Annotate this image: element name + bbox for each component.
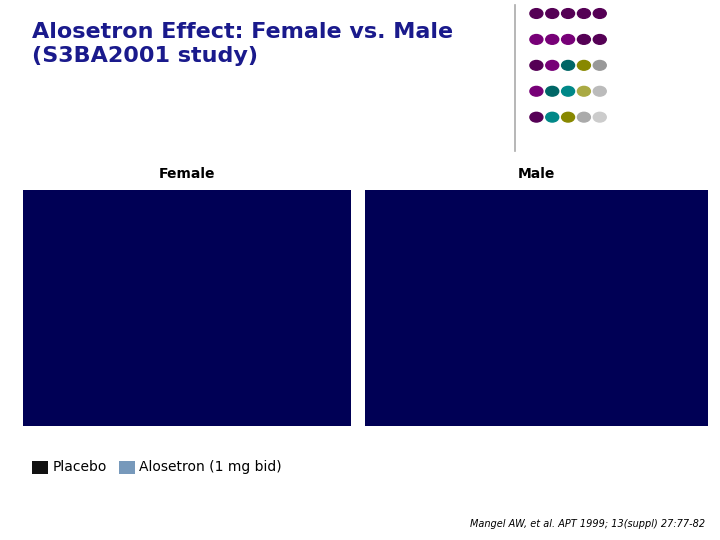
Bar	[88, 255, 120, 421]
Text: P=0.073: P=0.073	[181, 246, 225, 254]
Bar	[255, 342, 286, 421]
Text: Alosetron Effect: Female vs. Male
(S3BA2001 study): Alosetron Effect: Female vs. Male (S3BA2…	[32, 22, 454, 66]
Bar	[536, 349, 570, 421]
Text: P=0.002: P=0.002	[281, 223, 323, 232]
Text: Alosetron (1 mg bid): Alosetron (1 mg bid)	[139, 460, 282, 474]
Bar	[640, 349, 673, 421]
Text: P=0.009: P=0.009	[83, 243, 125, 252]
Text: Placebo: Placebo	[53, 460, 107, 474]
Bar	[400, 349, 433, 421]
Text: Mangel AW, et al. APT 1999; 13(suppl) 27:77-82: Mangel AW, et al. APT 1999; 13(suppl) 27…	[470, 519, 706, 529]
Text: Female: Female	[159, 167, 215, 181]
Bar	[607, 323, 640, 421]
Text: Male: Male	[518, 167, 555, 181]
Bar	[433, 372, 466, 421]
Bar	[503, 323, 536, 421]
Bar	[156, 326, 187, 421]
Bar	[187, 258, 219, 421]
Bar	[286, 235, 318, 421]
Bar	[56, 342, 88, 421]
